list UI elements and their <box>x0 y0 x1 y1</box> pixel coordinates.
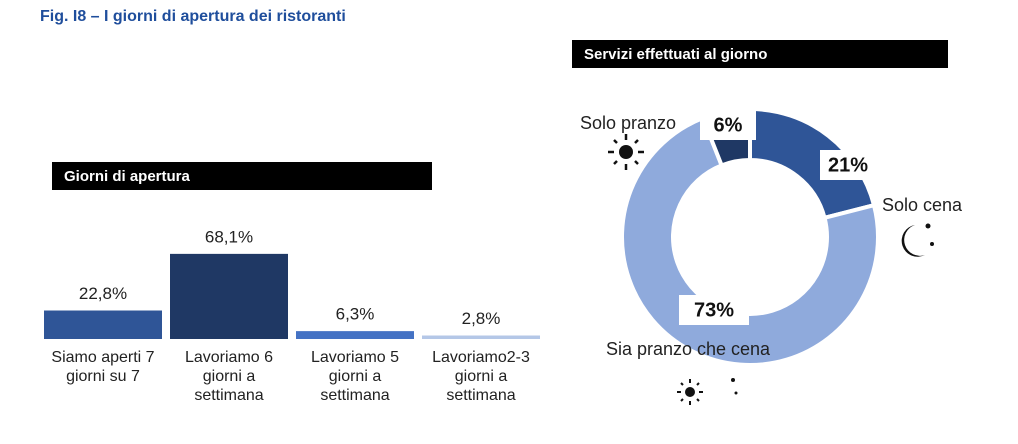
header-box <box>572 40 948 68</box>
sun-moon-icon <box>677 378 738 405</box>
category-label: Siamo aperti 7 giorni su 7 <box>51 349 155 385</box>
value-label: 68,1% <box>205 227 253 246</box>
value-label-box <box>679 295 749 325</box>
category-label: Sia pranzo che cena <box>606 339 771 359</box>
bar <box>422 335 540 339</box>
bar <box>44 310 162 339</box>
bar <box>170 253 288 339</box>
value-label-box <box>700 110 756 140</box>
category-label: Solo cena <box>882 195 963 215</box>
sun-icon <box>608 134 644 170</box>
chart-title: Servizi effettuati al giorno <box>584 46 767 63</box>
category-label: Lavoriamo 5 giorni a settimana <box>310 349 400 404</box>
figure-title: Fig. I8 – I giorni di apertura dei risto… <box>40 8 346 25</box>
value-label: 6% <box>714 114 743 136</box>
category-label: Lavoriamo2-3 giorni a settimana <box>432 349 530 404</box>
category-label: Lavoriamo 6 giorni a settimana <box>184 349 274 404</box>
bar <box>296 331 414 339</box>
category-label: Solo pranzo <box>580 113 676 133</box>
chart-title: Giorni di apertura <box>64 168 191 185</box>
value-label: 73% <box>694 299 734 321</box>
value-label-box <box>820 150 876 180</box>
value-label: 21% <box>828 154 868 176</box>
header-box <box>52 162 432 190</box>
moon-icon <box>901 223 934 257</box>
value-label: 2,8% <box>462 309 501 328</box>
value-label: 22,8% <box>79 284 127 303</box>
value-label: 6,3% <box>336 305 375 324</box>
